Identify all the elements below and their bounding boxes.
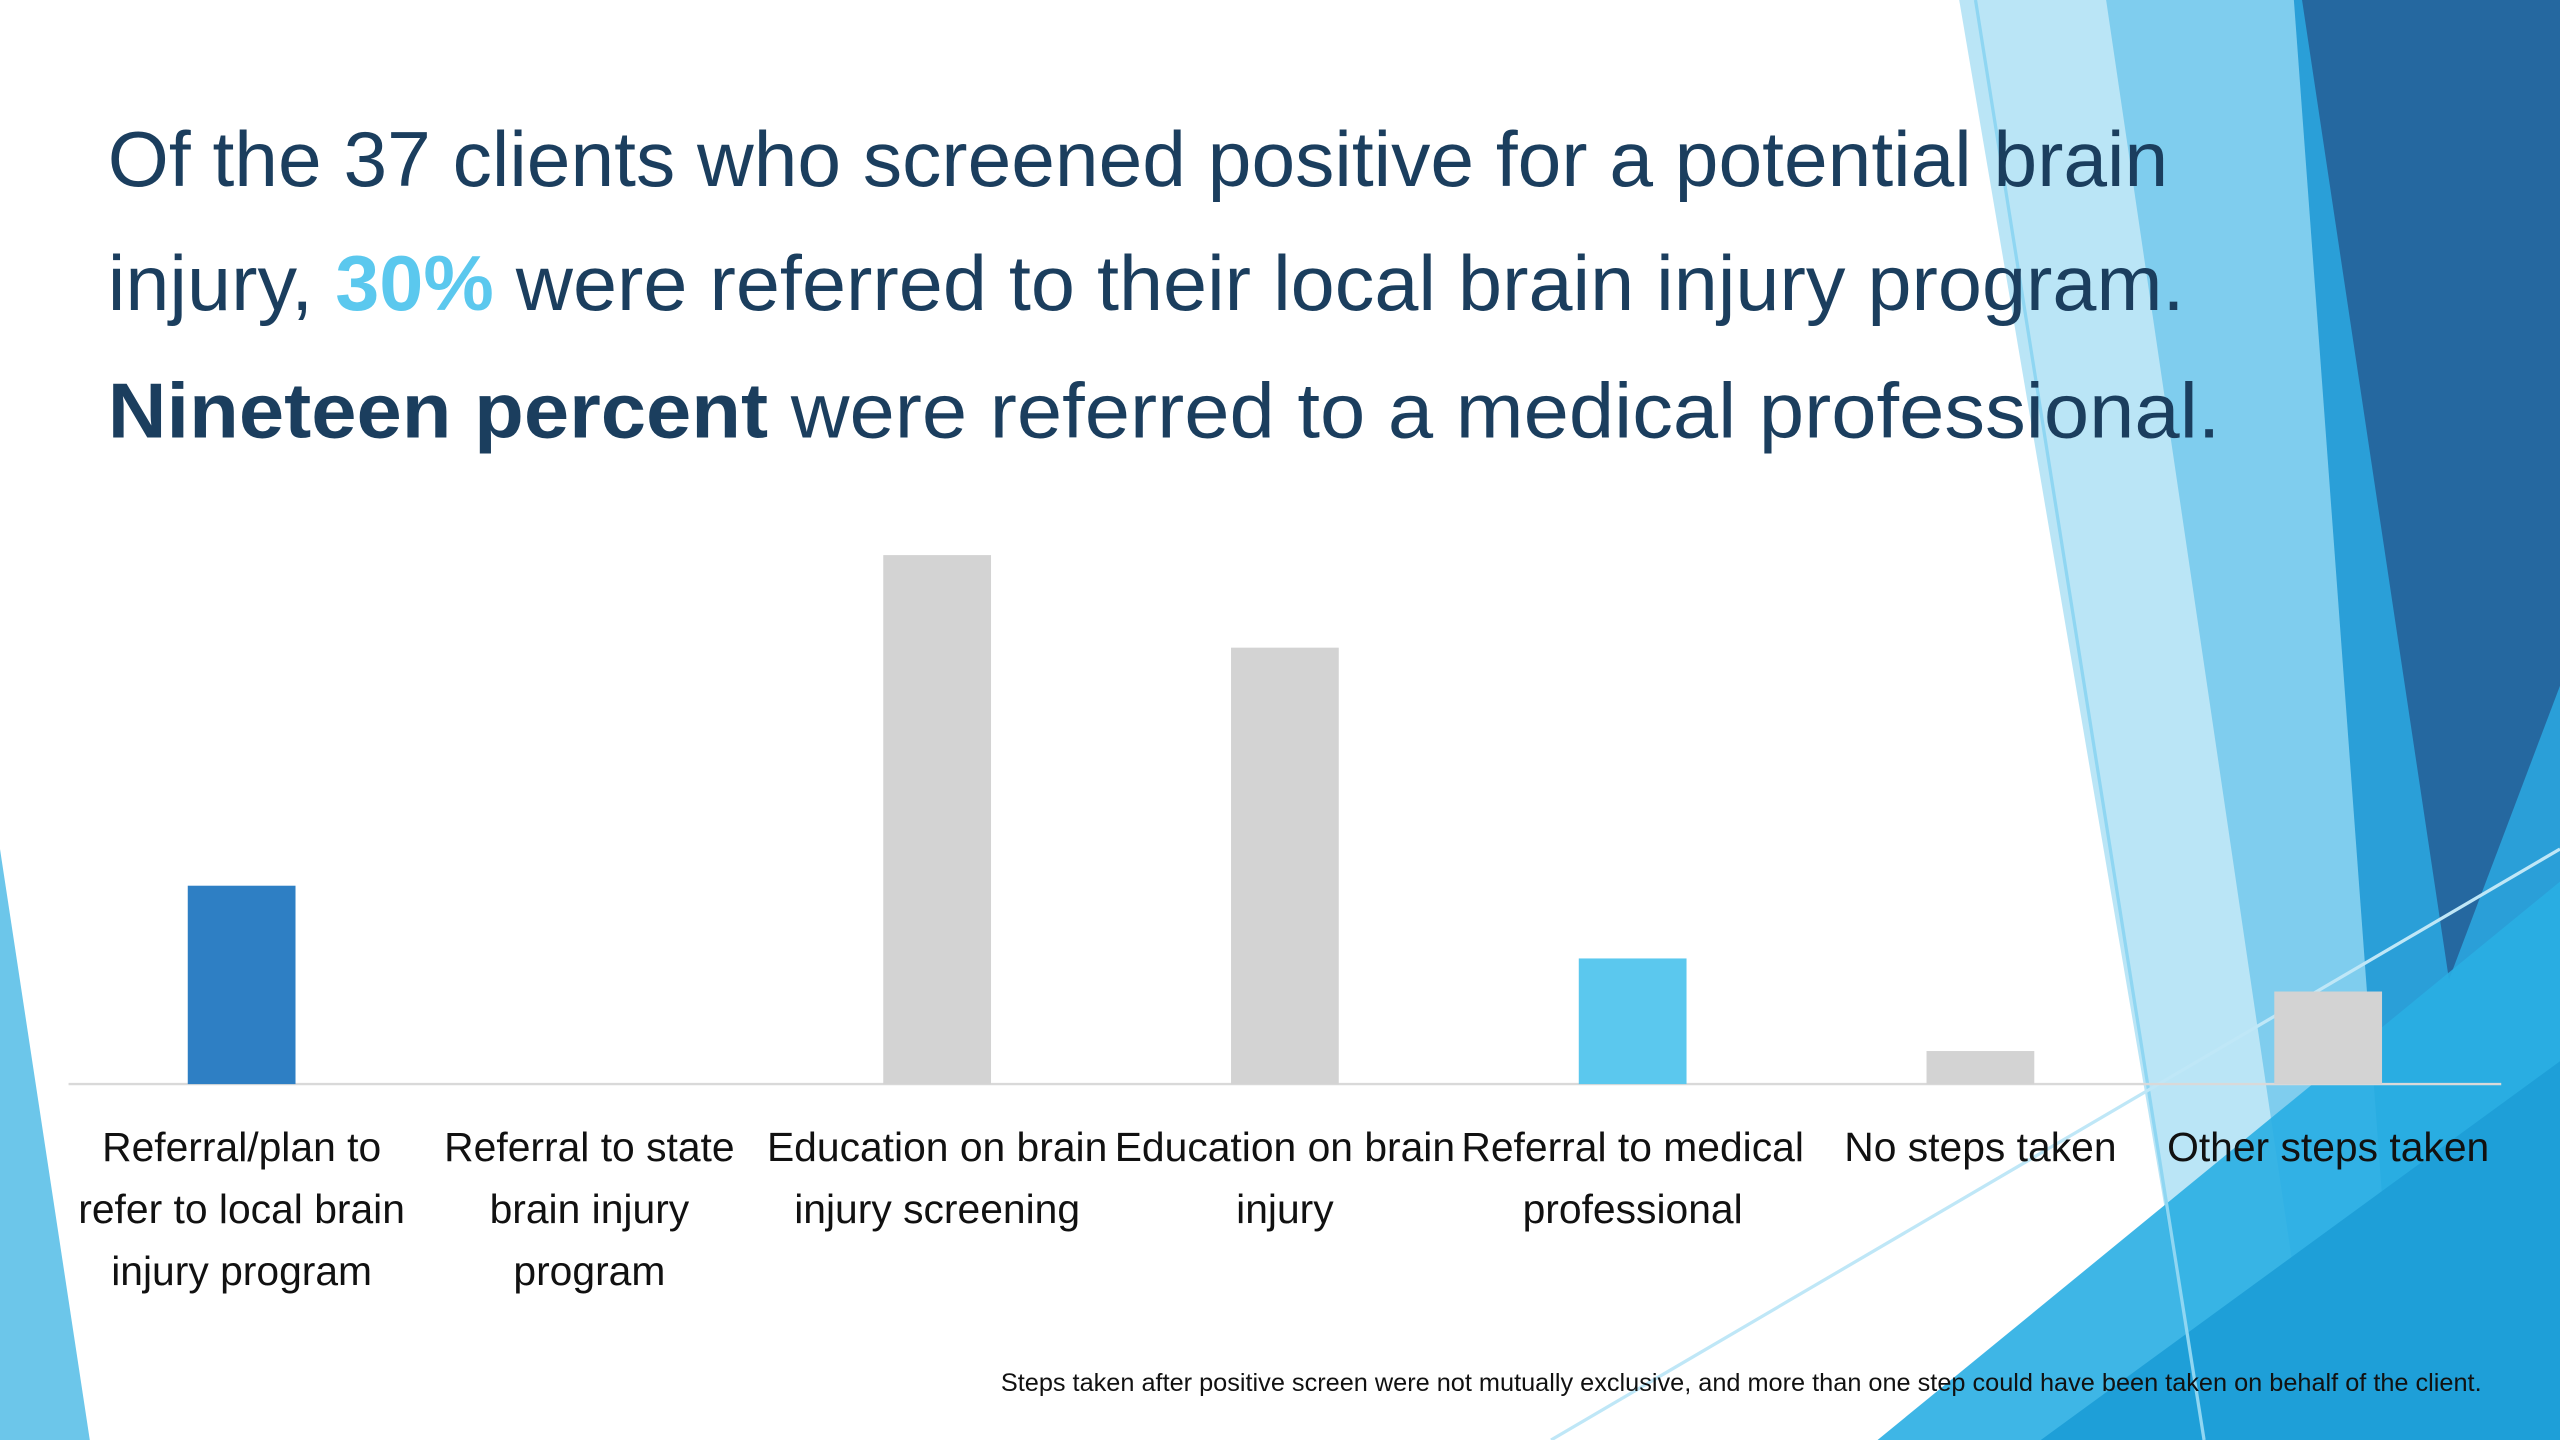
title-text: were referred to a medical professional. xyxy=(768,367,2220,455)
x-label-box: Referral/plan to refer to local brain in… xyxy=(78,1124,405,1295)
bar xyxy=(1926,1051,2035,1085)
title-bold: Nineteen percent xyxy=(108,367,768,455)
title-text: injury, xyxy=(108,239,335,327)
bar xyxy=(2274,991,2383,1085)
x-label-box: Education on brain injury xyxy=(1114,1124,1456,1233)
x-label-box: Referral to medical professional xyxy=(1461,1124,1804,1233)
x-tick-label: Education on brain injury xyxy=(1114,1124,1456,1233)
x-tick-label: Other steps taken xyxy=(2167,1124,2490,1171)
x-label-box: No steps taken xyxy=(1844,1124,2117,1171)
x-tick-label: No steps taken xyxy=(1844,1124,2117,1171)
x-label-box: Other steps taken xyxy=(2167,1124,2490,1171)
title-highlight: 30% xyxy=(335,239,494,327)
bar xyxy=(883,555,992,1085)
title-text: were referred to their local brain injur… xyxy=(494,239,2185,327)
title-line: Nineteen percent were referred to a medi… xyxy=(108,367,2221,455)
bar xyxy=(187,885,296,1085)
bar xyxy=(1231,647,1339,1085)
x-tick-label: Referral to medical professional xyxy=(1461,1124,1804,1233)
x-tick-label: Education on brain injury screening xyxy=(766,1124,1108,1233)
x-tick-label: Referral/plan to refer to local brain in… xyxy=(78,1124,405,1295)
bar xyxy=(1578,958,1687,1085)
x-tick-label: Referral to state brain injury program xyxy=(444,1124,735,1295)
title-line: Of the 37 clients who screened positive … xyxy=(108,115,2168,203)
title-line: injury, 30% were referred to their local… xyxy=(108,239,2185,327)
title-text: Of the 37 clients who screened positive … xyxy=(108,115,2168,203)
footnote: Steps taken after positive screen were n… xyxy=(1001,1369,2482,1397)
x-label-box: Referral to state brain injury program xyxy=(444,1124,735,1295)
x-label-box: Education on brain injury screening xyxy=(766,1124,1108,1233)
